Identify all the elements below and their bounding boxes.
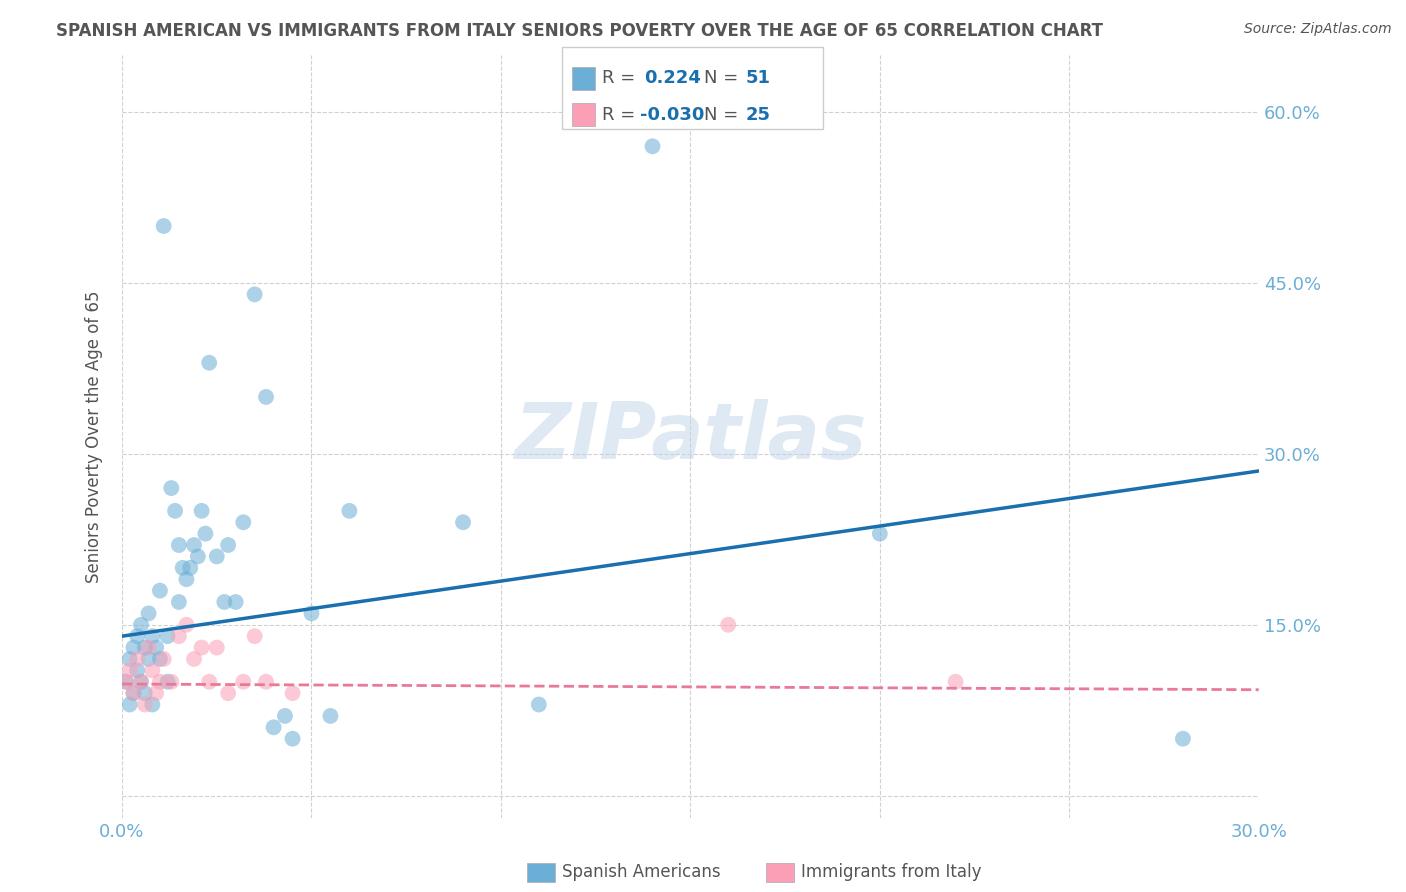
- Point: [232, 674, 254, 689]
- Point: [198, 356, 221, 370]
- Point: [281, 731, 304, 746]
- Point: [127, 629, 149, 643]
- Point: [134, 686, 156, 700]
- Point: [129, 674, 152, 689]
- Point: [122, 640, 145, 655]
- Point: [641, 139, 664, 153]
- Point: [187, 549, 209, 564]
- Y-axis label: Seniors Poverty Over the Age of 65: Seniors Poverty Over the Age of 65: [86, 291, 103, 583]
- Point: [217, 686, 239, 700]
- Point: [115, 674, 138, 689]
- Point: [232, 515, 254, 529]
- Text: Source: ZipAtlas.com: Source: ZipAtlas.com: [1244, 22, 1392, 37]
- Point: [138, 607, 160, 621]
- Point: [127, 664, 149, 678]
- Point: [138, 652, 160, 666]
- Point: [198, 674, 221, 689]
- Point: [263, 720, 285, 734]
- Text: N =: N =: [704, 105, 744, 124]
- Point: [254, 674, 277, 689]
- Point: [254, 390, 277, 404]
- Point: [301, 607, 323, 621]
- Point: [190, 640, 212, 655]
- Point: [156, 674, 179, 689]
- Point: [176, 617, 198, 632]
- Text: 51: 51: [745, 70, 770, 87]
- Point: [134, 698, 156, 712]
- Point: [172, 561, 194, 575]
- Text: R =: R =: [602, 70, 641, 87]
- Point: [274, 709, 297, 723]
- Point: [141, 664, 163, 678]
- Point: [214, 595, 236, 609]
- Point: [243, 629, 266, 643]
- Point: [281, 686, 304, 700]
- Point: [869, 526, 891, 541]
- Point: [118, 652, 141, 666]
- Point: [138, 640, 160, 655]
- Point: [149, 583, 172, 598]
- Point: [451, 515, 474, 529]
- Point: [122, 686, 145, 700]
- Text: Immigrants from Italy: Immigrants from Italy: [801, 863, 981, 881]
- Point: [205, 640, 228, 655]
- Point: [152, 652, 174, 666]
- Text: N =: N =: [704, 70, 744, 87]
- Point: [717, 617, 740, 632]
- Point: [1171, 731, 1194, 746]
- Text: R =: R =: [602, 105, 641, 124]
- Point: [225, 595, 247, 609]
- Point: [194, 526, 217, 541]
- Point: [118, 698, 141, 712]
- Point: [141, 698, 163, 712]
- Text: SPANISH AMERICAN VS IMMIGRANTS FROM ITALY SENIORS POVERTY OVER THE AGE OF 65 COR: SPANISH AMERICAN VS IMMIGRANTS FROM ITAL…: [56, 22, 1104, 40]
- Point: [167, 629, 190, 643]
- Point: [118, 664, 141, 678]
- Point: [122, 686, 145, 700]
- Point: [337, 504, 360, 518]
- Point: [145, 686, 167, 700]
- Point: [160, 481, 183, 495]
- Text: 25: 25: [745, 105, 770, 124]
- Point: [319, 709, 342, 723]
- Point: [149, 652, 172, 666]
- Point: [134, 640, 156, 655]
- Point: [129, 674, 152, 689]
- Text: ZIPatlas: ZIPatlas: [515, 399, 866, 475]
- Point: [176, 572, 198, 586]
- Point: [152, 219, 174, 233]
- Point: [243, 287, 266, 301]
- Point: [190, 504, 212, 518]
- Point: [145, 640, 167, 655]
- Point: [527, 698, 550, 712]
- Point: [160, 674, 183, 689]
- Text: -0.030: -0.030: [640, 105, 704, 124]
- Point: [217, 538, 239, 552]
- Point: [183, 652, 205, 666]
- Point: [156, 629, 179, 643]
- Point: [141, 629, 163, 643]
- Point: [129, 617, 152, 632]
- Point: [115, 674, 138, 689]
- Point: [149, 674, 172, 689]
- Text: 0.224: 0.224: [644, 70, 700, 87]
- Point: [205, 549, 228, 564]
- Point: [165, 504, 187, 518]
- Point: [945, 674, 967, 689]
- Point: [127, 652, 149, 666]
- Text: Spanish Americans: Spanish Americans: [562, 863, 721, 881]
- Point: [183, 538, 205, 552]
- Point: [167, 595, 190, 609]
- Point: [179, 561, 201, 575]
- Point: [167, 538, 190, 552]
